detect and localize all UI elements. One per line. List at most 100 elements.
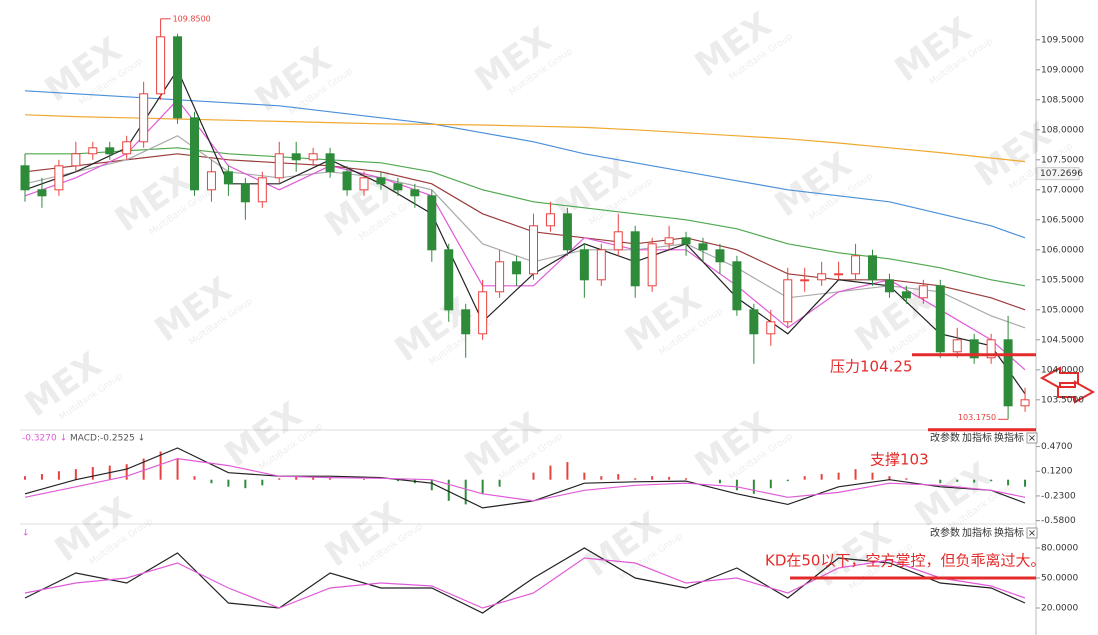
close-button[interactable]: × (1028, 433, 1036, 444)
indicator-line (24, 547, 1026, 614)
candle-body (291, 153, 301, 161)
y-tick-label: 0.4700 (1041, 442, 1073, 452)
candle-body (715, 249, 725, 263)
candle-body (783, 279, 793, 323)
candle-body (834, 273, 844, 276)
candle-body (173, 36, 183, 119)
candle-body (1003, 339, 1013, 407)
candle-body (461, 309, 471, 335)
y-tick-label: 20.0000 (1041, 604, 1078, 614)
candle-body (274, 153, 284, 179)
candle-body (105, 147, 115, 155)
candle-body (122, 141, 132, 155)
y-tick-label: 80.0000 (1041, 544, 1078, 554)
toolbar-button[interactable]: 改参数 (930, 526, 960, 539)
candle-body (969, 339, 979, 359)
candle-body (749, 309, 759, 335)
indicator-line (24, 557, 1026, 609)
candle-body (986, 339, 996, 359)
candle-body (410, 189, 420, 197)
candle-body (139, 93, 149, 143)
candle-body (596, 249, 606, 281)
toolbar-button[interactable]: 加指标 (962, 526, 992, 539)
last-price-box (1036, 167, 1080, 181)
candle-body (223, 171, 233, 185)
candle-body (37, 189, 47, 197)
macd-header: -0.3270 ↓ (22, 434, 67, 444)
close-box[interactable] (1026, 527, 1038, 539)
toolbar-button[interactable]: 换指标 (994, 431, 1024, 444)
candle-body (884, 279, 894, 293)
candle-body (562, 213, 572, 251)
indicator-line (24, 90, 1026, 239)
toolbar-button[interactable]: 加指标 (962, 431, 992, 444)
y-tick-label: -0.2300 (1041, 491, 1076, 501)
candle-body (495, 261, 505, 293)
y-tick-label: 104.0000 (1041, 365, 1084, 375)
high-label: 109.8500 (173, 14, 211, 23)
y-tick-label: 107.5000 (1041, 155, 1084, 165)
candle-body (579, 249, 589, 281)
candle-body (20, 165, 30, 191)
candle-body (664, 237, 674, 245)
candle-body (630, 231, 640, 287)
y-tick-label: 109.0000 (1041, 65, 1084, 75)
candle-body (444, 249, 454, 311)
candle-body (512, 261, 522, 275)
low-label: 103.1750 (958, 413, 996, 422)
y-tick-label: 105.0000 (1041, 305, 1084, 315)
candle-body (190, 117, 199, 191)
y-tick-label: 108.0000 (1041, 125, 1084, 135)
y-tick-label: 50.0000 (1041, 574, 1078, 584)
candle-body (308, 153, 318, 161)
candle-body (427, 195, 437, 251)
support-label: 支撑103 (870, 450, 929, 468)
kd-note: KD在50以下，空方掌控，但负乖离过大。 (765, 552, 1045, 570)
candle-body (935, 285, 945, 353)
y-tick-label: 103.5000 (1041, 395, 1084, 405)
candle-body (393, 183, 403, 191)
candle-body (918, 285, 928, 299)
y-tick-label: 106.5000 (1041, 215, 1084, 225)
candle-body (800, 279, 810, 282)
toolbar-button[interactable]: 改参数 (930, 431, 960, 444)
candle-body (88, 147, 98, 155)
toolbar-button[interactable]: 换指标 (994, 526, 1024, 539)
last-price-label: 107.2696 (1040, 169, 1083, 179)
candle-body (545, 213, 555, 227)
close-box[interactable] (1026, 432, 1038, 444)
candle-body (647, 243, 657, 287)
candle-body (359, 177, 369, 191)
y-tick-label: -0.5800 (1041, 516, 1076, 526)
candle-body (54, 165, 64, 191)
y-tick-label: 108.5000 (1041, 95, 1084, 105)
close-button[interactable]: × (1028, 528, 1036, 539)
resistance-label: 压力104.25 (830, 357, 913, 375)
candle-body (156, 36, 166, 95)
candle-body (868, 255, 877, 281)
candle-body (240, 183, 250, 203)
candle-body (1020, 399, 1030, 407)
y-tick-label: 105.5000 (1041, 275, 1084, 285)
candle-body (698, 243, 708, 251)
candle-body (732, 261, 742, 311)
candle-body (817, 273, 827, 281)
candle-body (901, 291, 911, 299)
candle-body (325, 153, 335, 173)
arrow-right (1057, 380, 1096, 404)
candle-body (342, 171, 352, 191)
y-tick-label: 0.1200 (1041, 467, 1073, 477)
candle-body (206, 171, 216, 191)
kd-header: ↓ (22, 529, 30, 539)
candle-body (71, 153, 81, 167)
candle-body (529, 225, 538, 275)
candle-body (766, 321, 776, 335)
candle-body (257, 177, 267, 203)
candle-body (376, 177, 386, 185)
y-tick-label: 107.0000 (1041, 185, 1084, 195)
indicator-line (24, 457, 1026, 502)
candle-body (851, 255, 861, 275)
